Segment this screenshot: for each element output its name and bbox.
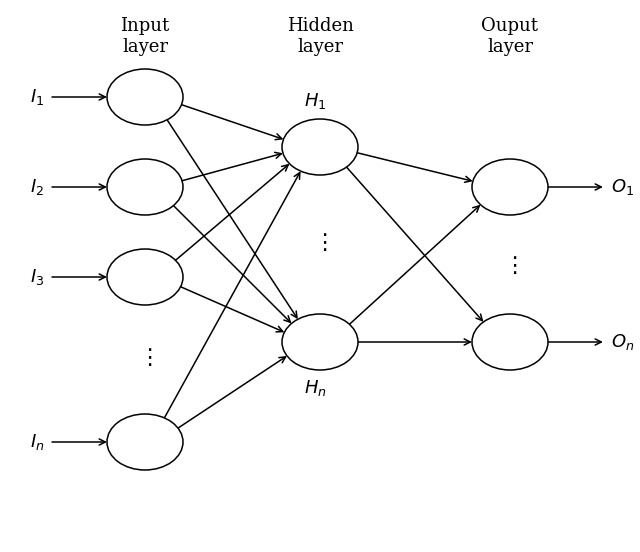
Ellipse shape bbox=[472, 159, 548, 215]
Text: $H_1$: $H_1$ bbox=[304, 91, 326, 111]
Ellipse shape bbox=[472, 314, 548, 370]
Text: $H_n$: $H_n$ bbox=[303, 378, 326, 398]
Text: $\vdots$: $\vdots$ bbox=[138, 346, 152, 368]
Text: $I_2$: $I_2$ bbox=[30, 177, 44, 197]
Ellipse shape bbox=[282, 119, 358, 175]
Ellipse shape bbox=[107, 69, 183, 125]
Ellipse shape bbox=[107, 159, 183, 215]
Text: Ouput
layer: Ouput layer bbox=[481, 17, 538, 56]
Text: $I_3$: $I_3$ bbox=[29, 267, 44, 287]
Text: $I_1$: $I_1$ bbox=[30, 87, 44, 107]
Ellipse shape bbox=[107, 249, 183, 305]
Text: $\vdots$: $\vdots$ bbox=[313, 231, 327, 253]
Text: $\vdots$: $\vdots$ bbox=[503, 254, 517, 276]
Text: Hidden
layer: Hidden layer bbox=[287, 17, 353, 56]
Text: $I_n$: $I_n$ bbox=[29, 432, 44, 452]
Ellipse shape bbox=[107, 414, 183, 470]
Text: $O_n$: $O_n$ bbox=[611, 332, 634, 352]
Text: $O_1$: $O_1$ bbox=[611, 177, 634, 197]
Ellipse shape bbox=[282, 314, 358, 370]
Text: Input
layer: Input layer bbox=[120, 17, 170, 56]
